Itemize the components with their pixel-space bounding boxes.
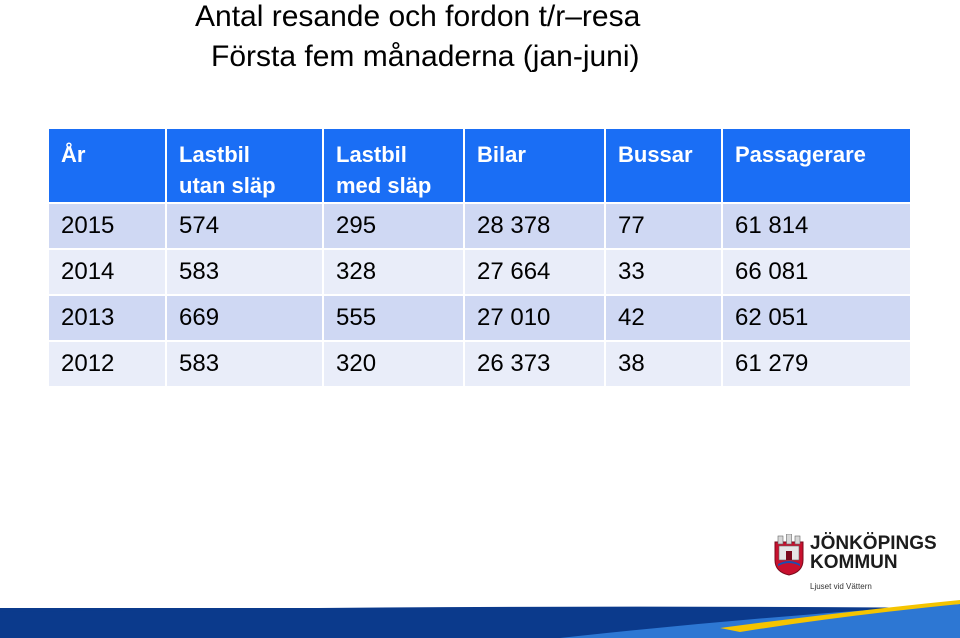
cell-truck-with-trailer: 320 xyxy=(323,341,465,388)
header-line: Bussar xyxy=(618,142,693,167)
logo-name-line2: KOMMUN xyxy=(810,552,898,573)
cell-truck-no-trailer: 669 xyxy=(166,295,324,342)
cell-year: 2012 xyxy=(49,341,167,388)
cell-passengers: 61 279 xyxy=(722,341,910,388)
cell-truck-no-trailer: 574 xyxy=(166,203,324,250)
cell-passengers: 66 081 xyxy=(722,249,910,296)
cell-cars: 26 373 xyxy=(464,341,606,388)
header-year: År xyxy=(49,129,167,204)
cell-truck-no-trailer: 583 xyxy=(166,341,324,388)
cell-year: 2014 xyxy=(49,249,167,296)
cell-passengers: 61 814 xyxy=(722,203,910,250)
cell-year: 2013 xyxy=(49,295,167,342)
table-row: 2015 574 295 28 378 77 61 814 xyxy=(49,203,910,250)
header-line: utan släp xyxy=(179,173,276,198)
slide-subtitle: Första fem månaderna (jan-juni) xyxy=(211,40,640,73)
header-line: Bilar xyxy=(477,142,526,167)
table-header-row: År Lastbil utan släp Lastbil med släp Bi… xyxy=(49,129,910,204)
cell-passengers: 62 051 xyxy=(722,295,910,342)
header-line: Lastbil xyxy=(179,142,250,167)
logo-wordmark: JÖNKÖPINGS KOMMUN xyxy=(810,534,937,572)
logo-tagline: Ljuset vid Vättern xyxy=(810,582,872,591)
cell-truck-with-trailer: 555 xyxy=(323,295,465,342)
cell-year: 2015 xyxy=(49,203,167,250)
cell-truck-no-trailer: 583 xyxy=(166,249,324,296)
cell-buses: 77 xyxy=(605,203,723,250)
logo-name-line1: JÖNKÖPINGS xyxy=(810,533,937,554)
header-truck-no-trailer: Lastbil utan släp xyxy=(166,129,324,204)
header-line: Lastbil xyxy=(336,142,407,167)
table-row: 2012 583 320 26 373 38 61 279 xyxy=(49,341,910,388)
cell-buses: 42 xyxy=(605,295,723,342)
cell-truck-with-trailer: 328 xyxy=(323,249,465,296)
data-table: År Lastbil utan släp Lastbil med släp Bi… xyxy=(49,129,910,388)
table-row: 2013 669 555 27 010 42 62 051 xyxy=(49,295,910,342)
decorative-footer-band xyxy=(0,600,960,638)
cell-buses: 38 xyxy=(605,341,723,388)
header-line: Passagerare xyxy=(735,142,866,167)
header-buses: Bussar xyxy=(605,129,723,204)
table-row: 2014 583 328 27 664 33 66 081 xyxy=(49,249,910,296)
cell-truck-with-trailer: 295 xyxy=(323,203,465,250)
cell-cars: 27 010 xyxy=(464,295,606,342)
cell-buses: 33 xyxy=(605,249,723,296)
header-passengers: Passagerare xyxy=(722,129,910,204)
header-year-label: År xyxy=(61,142,86,167)
coat-of-arms-icon xyxy=(774,534,804,576)
cell-cars: 27 664 xyxy=(464,249,606,296)
cell-cars: 28 378 xyxy=(464,203,606,250)
header-cars: Bilar xyxy=(464,129,606,204)
slide-title: Antal resande och fordon t/r–resa xyxy=(195,0,641,33)
header-truck-with-trailer: Lastbil med släp xyxy=(323,129,465,204)
header-line: med släp xyxy=(336,173,432,198)
jonkopings-kommun-logo: JÖNKÖPINGS KOMMUN Ljuset vid Vättern xyxy=(774,534,937,594)
